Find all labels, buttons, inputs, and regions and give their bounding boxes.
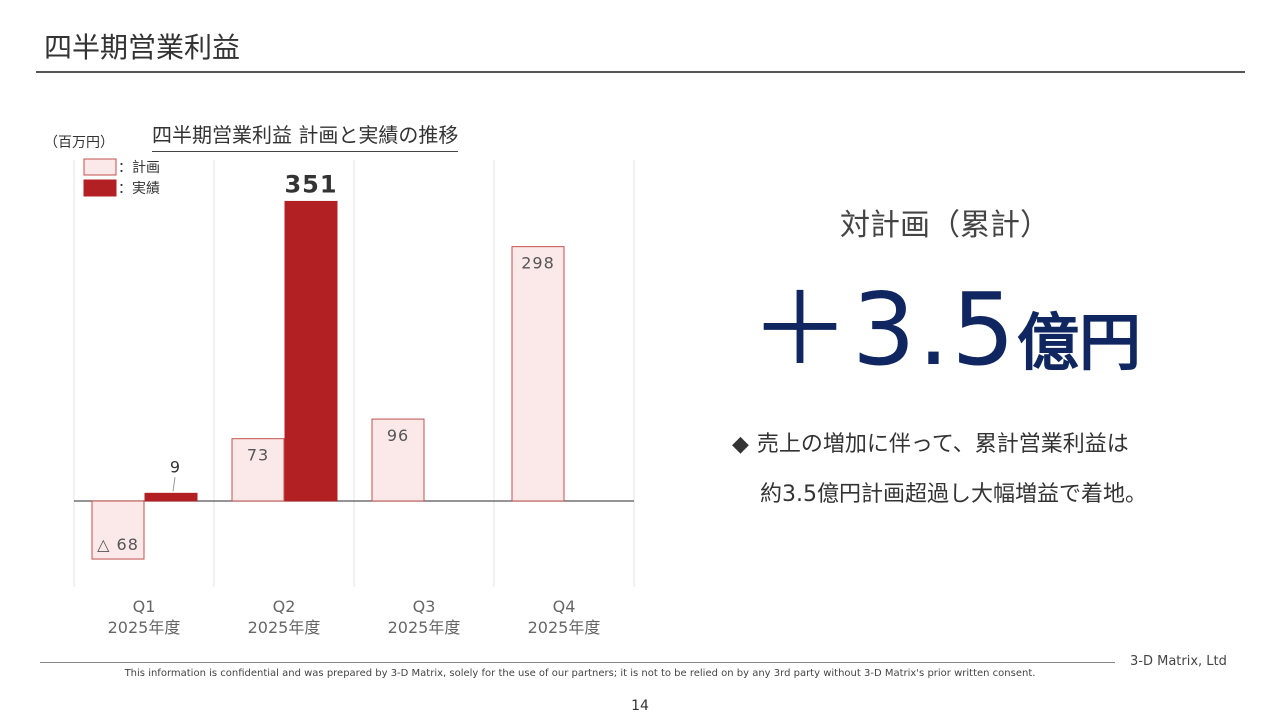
summary-value: ＋3.5億円 — [750, 248, 1142, 393]
diamond-bullet-icon: ◆ — [732, 432, 749, 457]
chart-title: 四半期営業利益 計画と実績の推移 — [152, 119, 459, 152]
plan-bar — [231, 438, 285, 502]
legend-label-actual: ：実績 — [118, 181, 160, 197]
bullet-line-2: 約3.5億円計画超過し大幅増益で着地。 — [760, 482, 1147, 507]
category-tick-label: Q2 — [273, 597, 296, 616]
category-tick-label: Q1 — [133, 597, 156, 616]
chart-legend: ：計画 ：実績 — [83, 158, 160, 197]
title-divider — [36, 71, 1245, 73]
bullet-line-1: ◆ 売上の増加に伴って、累計営業利益は — [732, 426, 1129, 458]
category-sub-label: 2025年度 — [248, 618, 321, 637]
category-sub-label: 2025年度 — [388, 618, 461, 637]
footer-divider — [40, 662, 1115, 663]
plan-bar — [371, 418, 425, 502]
bar-chart: △ 68 9 Q1 2025年度 73 351 Q2 2025年度 96 Q3 2025年度 298 Q… — [73, 158, 635, 637]
actual-data-label: 9 — [170, 457, 180, 476]
legend-swatch-plan — [83, 158, 117, 176]
plan-data-label: 73 — [247, 446, 269, 465]
bullet-text-1: 売上の増加に伴って、累計営業利益は — [756, 432, 1129, 457]
plan-bar — [91, 500, 145, 560]
company-name: 3-D Matrix, Ltd — [1130, 654, 1227, 669]
legend-label-plan: ：計画 — [118, 160, 160, 176]
disclaimer: This information is confidential and was… — [124, 668, 1036, 679]
category-tick-label: Q3 — [413, 597, 436, 616]
category-sub-label: 2025年度 — [528, 618, 601, 637]
chart-unit-label: （百万円） — [44, 135, 114, 151]
leader-line — [172, 477, 176, 492]
chart-labels: △ 68 9 Q1 2025年度 73 351 Q2 2025年度 96 Q3 2025年度 298 Q… — [97, 170, 600, 637]
plan-bar — [511, 246, 565, 502]
summary-number: ＋3.5 — [750, 271, 1018, 388]
plan-data-label: △ 68 — [97, 535, 139, 554]
summary-unit: 億円 — [1017, 306, 1142, 379]
actual-bar — [144, 492, 198, 502]
category-tick-label: Q4 — [553, 597, 576, 616]
page-number: 14 — [631, 698, 649, 714]
legend-swatch-actual — [83, 179, 117, 197]
actual-bar — [284, 200, 338, 502]
chart-bars — [91, 200, 565, 560]
category-sub-label: 2025年度 — [108, 618, 181, 637]
plan-data-label: 96 — [387, 426, 409, 445]
summary-label: 対計画（累計） — [840, 208, 1050, 243]
plan-data-label: 298 — [521, 254, 555, 273]
actual-data-label: 351 — [284, 170, 337, 198]
page-title: 四半期営業利益 — [44, 31, 241, 64]
